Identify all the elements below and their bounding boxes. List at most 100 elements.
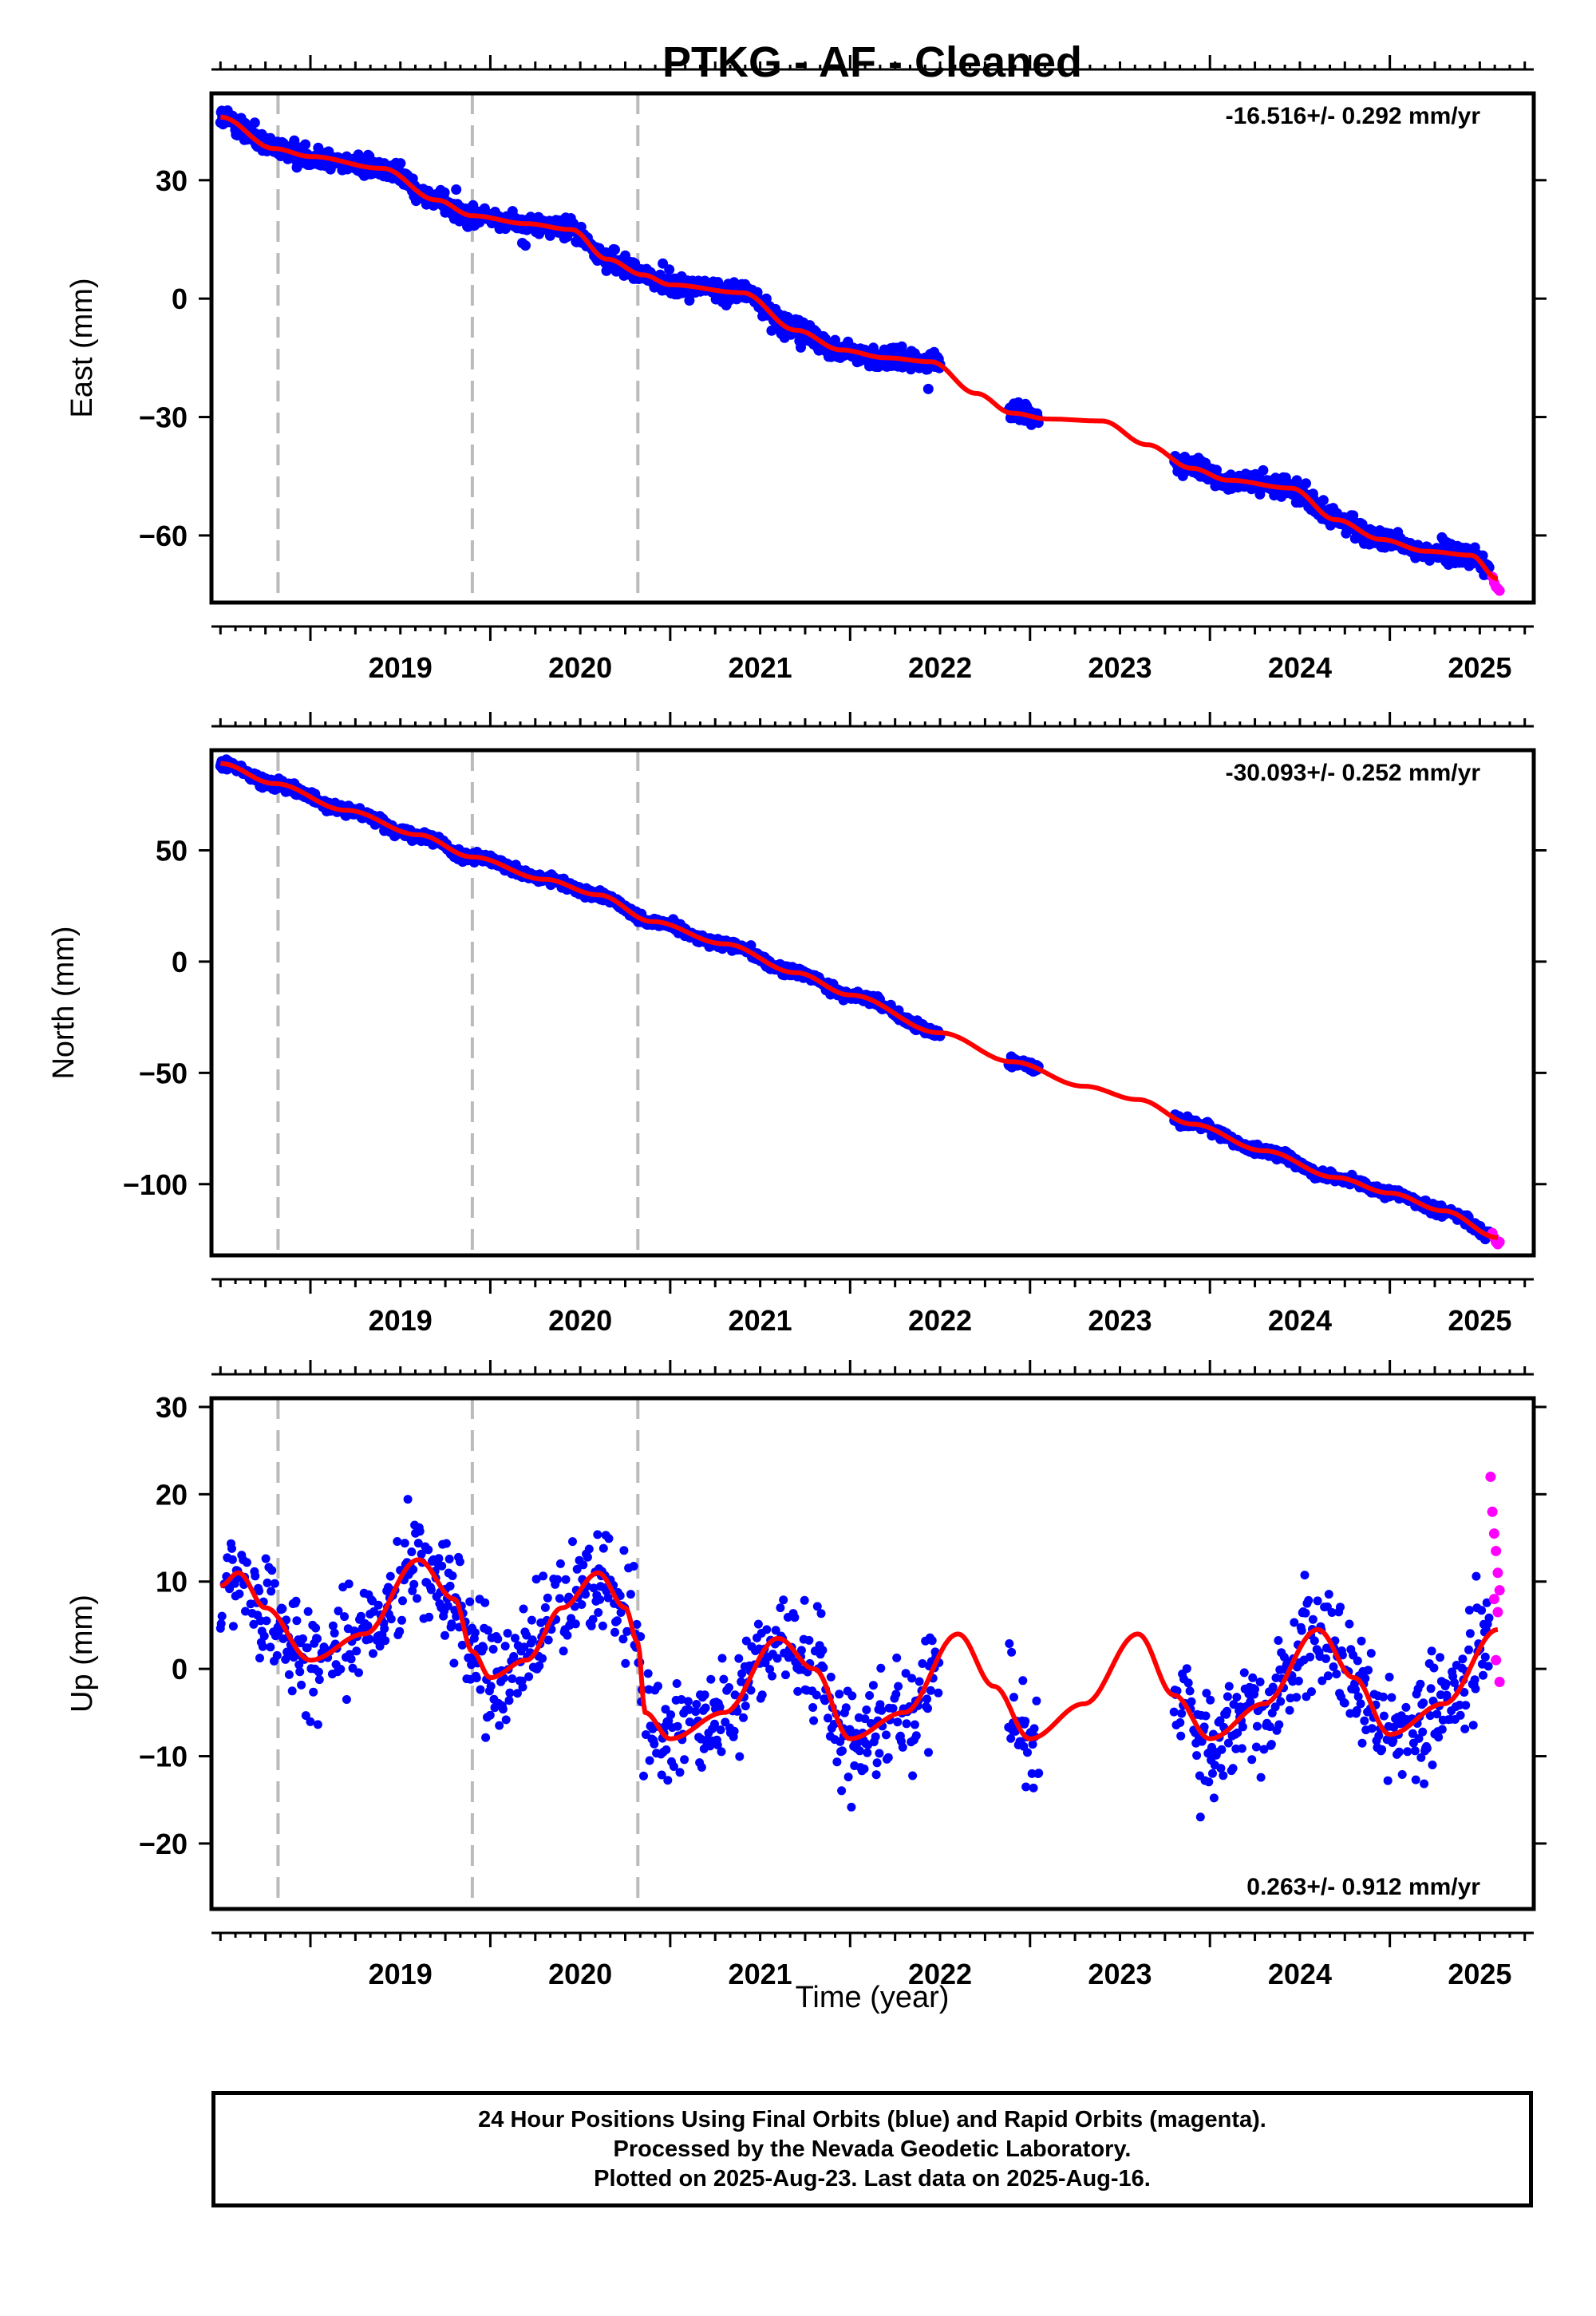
final-orbit-point xyxy=(1183,1678,1193,1688)
final-orbit-point xyxy=(262,1616,271,1626)
final-orbit-point xyxy=(645,1756,654,1765)
final-orbit-point xyxy=(701,1703,710,1713)
y-tick-label-up: 30 xyxy=(156,1391,188,1424)
final-orbit-point xyxy=(790,1613,800,1622)
final-orbit-point xyxy=(479,1643,488,1653)
final-orbit-point xyxy=(1021,1717,1030,1726)
final-orbit-point xyxy=(413,1594,421,1603)
final-orbit-point xyxy=(451,184,462,195)
final-orbit-point xyxy=(1345,1619,1354,1629)
final-orbit-point xyxy=(808,1703,818,1712)
final-orbit-point xyxy=(1379,1692,1388,1701)
final-orbit-point xyxy=(1436,1653,1444,1662)
final-orbit-point xyxy=(295,1667,305,1677)
final-orbit-point xyxy=(1266,1740,1276,1749)
final-orbit-point xyxy=(1408,1729,1417,1738)
final-orbit-point xyxy=(741,1701,750,1711)
final-orbit-point xyxy=(267,1587,276,1596)
final-orbit-point xyxy=(1418,1727,1428,1737)
final-orbit-point xyxy=(1361,1674,1370,1683)
final-orbit-point xyxy=(1247,1755,1257,1765)
final-orbit-point xyxy=(437,1561,447,1571)
final-orbit-point xyxy=(292,1616,302,1626)
final-orbit-point xyxy=(768,1671,776,1681)
final-orbit-point xyxy=(449,1658,459,1668)
final-orbit-point xyxy=(877,1705,887,1715)
y-tick-label-up: 20 xyxy=(156,1478,188,1511)
final-orbit-point xyxy=(346,1654,356,1664)
final-orbit-point xyxy=(444,1555,454,1563)
final-orbit-point xyxy=(847,1691,857,1701)
final-orbit-point xyxy=(400,1539,409,1548)
final-orbit-point xyxy=(868,1681,878,1690)
final-orbit-point xyxy=(1465,1629,1475,1638)
final-orbit-point xyxy=(1345,1709,1355,1718)
rate-label-north: -30.093+/- 0.252 mm/yr xyxy=(1226,760,1481,786)
final-orbit-point xyxy=(1237,1744,1246,1753)
final-orbit-point xyxy=(395,158,406,169)
final-orbit-point xyxy=(610,244,620,255)
final-orbit-point xyxy=(1301,478,1311,489)
final-orbit-point xyxy=(1027,1769,1037,1778)
x-tick-label-east: 2024 xyxy=(1268,651,1332,684)
final-orbit-point xyxy=(666,1710,676,1720)
final-orbit-point xyxy=(373,1600,383,1610)
final-orbit-point xyxy=(1401,1702,1411,1712)
final-orbit-point xyxy=(1416,1679,1425,1689)
final-orbit-point xyxy=(385,1571,395,1581)
final-orbit-point xyxy=(309,1687,318,1697)
final-orbit-point xyxy=(314,1675,324,1685)
final-orbit-point xyxy=(598,1543,608,1553)
final-orbit-point xyxy=(363,1621,373,1630)
final-orbit-point xyxy=(905,364,916,375)
final-orbit-point xyxy=(610,1627,619,1637)
final-orbit-point xyxy=(680,1755,689,1765)
final-orbit-point xyxy=(1258,464,1269,476)
final-orbit-point xyxy=(1229,1700,1238,1709)
final-orbit-point xyxy=(1460,1724,1470,1733)
final-orbit-point xyxy=(1461,1701,1471,1710)
final-orbit-point xyxy=(1176,1731,1186,1741)
final-orbit-point xyxy=(340,1612,350,1622)
final-orbit-point xyxy=(824,1713,832,1723)
final-orbit-point xyxy=(398,1596,407,1606)
final-orbit-point xyxy=(1209,1793,1219,1803)
final-orbit-point xyxy=(1374,1731,1384,1741)
final-orbit-point xyxy=(1029,1724,1039,1733)
final-orbit-point xyxy=(1238,1722,1247,1732)
final-orbit-point xyxy=(1416,1753,1426,1762)
final-orbit-point xyxy=(872,1758,882,1768)
final-orbit-point xyxy=(594,1608,603,1617)
x-tick-label-north: 2020 xyxy=(548,1304,612,1337)
final-orbit-point xyxy=(835,1690,844,1699)
final-orbit-point xyxy=(572,1564,582,1574)
final-orbit-point xyxy=(284,1670,294,1679)
final-orbit-point xyxy=(1366,1649,1376,1658)
final-orbit-point xyxy=(259,1631,269,1641)
final-orbit-point xyxy=(241,1607,250,1616)
final-orbit-point xyxy=(1321,1654,1330,1663)
final-orbit-point xyxy=(757,1690,767,1700)
panel-north: 50 0 −50 −100 North (mm) 2019 2020 2021 2022 2023… xyxy=(47,712,1547,1337)
final-orbit-point xyxy=(692,1700,701,1709)
final-orbit-point xyxy=(1206,1695,1215,1705)
final-orbit-point xyxy=(588,1614,598,1624)
final-orbit-point xyxy=(519,1604,528,1614)
final-orbit-point xyxy=(626,1590,635,1599)
final-orbit-point xyxy=(650,1739,659,1749)
final-orbit-point xyxy=(753,1619,763,1629)
final-orbit-point xyxy=(571,1619,580,1629)
final-orbit-point xyxy=(1252,1721,1262,1731)
final-orbit-point xyxy=(249,1619,259,1629)
final-orbit-point xyxy=(765,1665,775,1674)
final-orbit-point xyxy=(484,1626,492,1635)
final-orbit-point xyxy=(841,1703,851,1713)
final-orbit-point xyxy=(621,1658,630,1668)
final-orbit-point xyxy=(1232,1693,1242,1702)
rapid-orbit-point xyxy=(1492,1607,1503,1618)
y-tick-label-north: −100 xyxy=(123,1168,188,1201)
final-orbit-point xyxy=(1259,1745,1269,1754)
final-orbit-point xyxy=(1009,1693,1018,1702)
final-orbit-point xyxy=(328,1621,338,1630)
final-orbit-point xyxy=(1356,1699,1365,1709)
